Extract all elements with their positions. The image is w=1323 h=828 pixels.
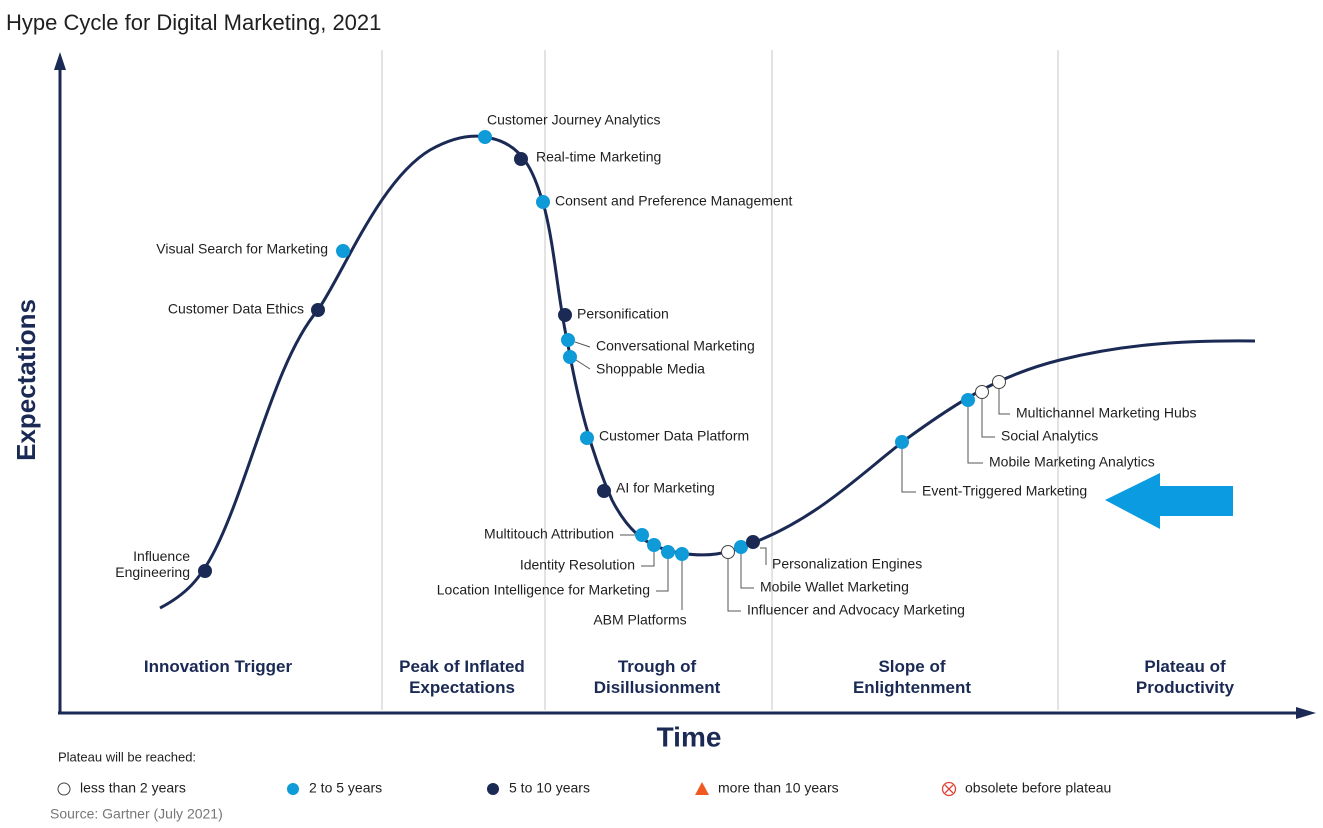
innovation-label: Influencer and Advocacy Marketing [747,602,965,618]
innovation-label: ABM Platforms [593,612,686,628]
legend-icon [944,784,954,794]
legend-icon [941,781,957,797]
innovation-label: Identity Resolution [520,557,635,573]
innovation-dot [514,152,528,166]
axes [54,52,1316,719]
leader-line [760,547,767,565]
phase-label: Plateau of Productivity [1135,657,1235,697]
leader-line [575,359,591,370]
x-axis-label: Time [657,721,722,752]
phase-label: Slope of Enlightenment [852,657,972,697]
legend-label: 2 to 5 years [309,780,382,796]
innovation-dot [536,195,550,209]
leader-line [901,448,916,493]
innovation-label: Visual Search for Marketing [156,241,328,257]
innovation-dot [734,540,748,554]
phase-separators [381,50,1059,710]
innovation-dot [961,393,975,407]
innovation-label: Influence Engineering [115,548,190,580]
phase-label: Peak of Inflated Expectations [399,657,525,697]
innovation-label: Customer Data Platform [599,428,749,444]
innovation-label: Real-time Marketing [536,149,661,165]
innovation-dot [975,385,989,399]
innovation-label: Multichannel Marketing Hubs [1016,405,1197,421]
innovation-label: Customer Journey Analytics [487,112,661,128]
y-axis-label: Expectations [11,299,41,461]
innovation-label: Consent and Preference Management [555,193,792,209]
innovation-dot [746,535,760,549]
innovation-label: Shoppable Media [596,361,705,377]
phase-label: Trough of Disillusionment [593,657,721,697]
phase-label: Innovation Trigger [143,657,293,676]
legend-icon [287,783,299,795]
innovation-label: AI for Marketing [616,480,715,496]
innovation-label: Mobile Marketing Analytics [989,454,1155,470]
leader-line [998,388,1010,415]
legend-title: Plateau will be reached: [58,749,196,764]
innovation-label: Personalization Engines [772,556,922,572]
leader-line [727,558,741,612]
innovation-dot [647,538,661,552]
innovation-dot [635,528,649,542]
legend-icon [57,782,71,796]
innovation-dot [597,484,611,498]
legend-label: more than 10 years [718,780,839,796]
innovation-label: Mobile Wallet Marketing [760,579,909,595]
title: Hype Cycle for Digital Marketing, 2021 [6,10,381,35]
innovation-dot [895,435,909,449]
innovation-label: Personification [577,306,669,322]
innovation-dot [336,244,350,258]
innovation-label: Social Analytics [1001,428,1098,444]
innovation-label: Event-Triggered Marketing [922,483,1087,499]
innovation-dot [198,564,212,578]
leader-line [641,551,655,567]
innovation-label: Multitouch Attribution [484,526,614,542]
legend-label: less than 2 years [80,780,186,796]
innovation-dot [478,130,492,144]
leader-line [656,558,669,592]
innovation-dot [721,545,735,559]
leader-line [981,398,995,438]
innovation-dot [561,333,575,347]
innovation-dot [675,547,689,561]
legend-label: obsolete before plateau [965,780,1111,796]
innovation-dot [661,545,675,559]
innovation-label: Location Intelligence for Marketing [437,582,650,598]
legend-label: 5 to 10 years [509,780,590,796]
leader-line [740,553,754,589]
leader-line [967,406,983,464]
innovation-dot [558,308,572,322]
innovation-dot [311,303,325,317]
innovation-label: Customer Data Ethics [168,301,304,317]
innovation-dot [563,350,577,364]
legend-icon [695,782,709,795]
source: Source: Gartner (July 2021) [50,806,223,822]
leader-line [574,341,591,348]
innovation-dot [580,431,594,445]
innovation-label: Conversational Marketing [596,338,755,354]
legend-icon [487,783,499,795]
innovation-dot [992,375,1006,389]
highlight-arrow [1105,473,1233,529]
